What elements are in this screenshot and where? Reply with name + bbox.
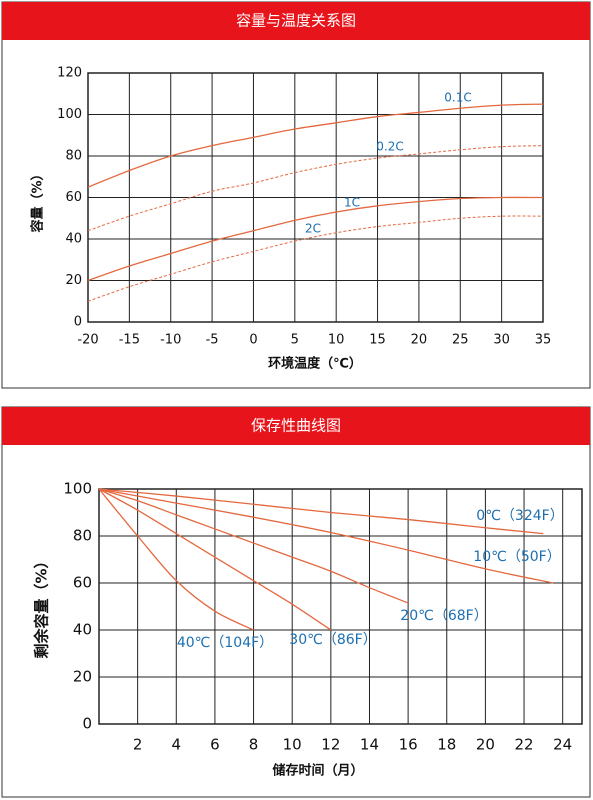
- x-tick-label: 30: [493, 333, 510, 348]
- x-tick-label: -5: [206, 333, 219, 348]
- series-label: 0.2C: [376, 140, 403, 154]
- chart-title: 保存性曲线图: [251, 417, 341, 435]
- series-label: 0℃（324F）: [476, 508, 563, 524]
- x-axis-label: 储存时间（月）: [271, 763, 363, 779]
- data-line: [98, 488, 554, 584]
- y-tick-label: 40: [65, 232, 82, 247]
- y-tick-label: 0: [74, 315, 82, 330]
- series-label: 10℃（50F）: [473, 549, 560, 565]
- y-tick-label: 20: [65, 273, 82, 288]
- y-tick-label: 60: [73, 574, 92, 592]
- x-tick-label: 20: [476, 736, 495, 754]
- series-label: 1C: [344, 196, 360, 210]
- x-tick-label: 10: [328, 333, 345, 348]
- y-tick-label: 100: [57, 107, 82, 122]
- data-line: [87, 145, 544, 232]
- x-tick-label: 10: [283, 736, 302, 754]
- y-axis-label: 容量（%）: [30, 167, 46, 233]
- x-tick-label: 22: [514, 736, 533, 754]
- x-tick-label: 15: [369, 333, 386, 348]
- series-label: 30℃（86F）: [289, 632, 376, 648]
- y-tick-label: 20: [73, 668, 92, 686]
- data-line: [98, 488, 332, 631]
- x-tick-label: 6: [210, 736, 220, 754]
- panel-header: [2, 407, 590, 445]
- data-line: [87, 103, 544, 188]
- y-tick-label: 80: [65, 149, 82, 164]
- x-tick-label: -10: [160, 333, 181, 348]
- x-tick-label: 0: [249, 333, 257, 348]
- chart-title: 容量与温度关系图: [236, 12, 356, 30]
- data-line: [98, 488, 254, 631]
- panel-header: [2, 2, 590, 40]
- data-line: [87, 215, 544, 302]
- x-tick-label: 8: [249, 736, 259, 754]
- x-tick-label: 16: [399, 736, 418, 754]
- series-label: 0.1C: [444, 91, 471, 105]
- data-line: [98, 488, 544, 535]
- x-tick-label: -15: [119, 333, 140, 348]
- series-label: 20℃（68F）: [400, 608, 487, 624]
- data-line: [87, 196, 544, 282]
- x-tick-label: -20: [77, 333, 98, 348]
- y-tick-label: 80: [73, 527, 92, 545]
- x-tick-label: 25: [452, 333, 469, 348]
- y-tick-label: 0: [82, 715, 92, 733]
- y-tick-label: 40: [73, 621, 92, 639]
- x-tick-label: 12: [321, 736, 340, 754]
- plot-frame: [98, 488, 583, 725]
- series-label: 2C: [305, 222, 321, 236]
- x-tick-label: 2: [133, 736, 143, 754]
- x-tick-label: 18: [437, 736, 456, 754]
- series-label: 40℃（104F）: [177, 635, 273, 651]
- data-line: [98, 488, 409, 604]
- x-tick-label: 5: [291, 333, 299, 348]
- x-tick-label: 24: [553, 736, 572, 754]
- x-tick-label: 35: [535, 333, 552, 348]
- y-tick-label: 60: [65, 190, 82, 205]
- y-tick-label: 120: [57, 66, 82, 81]
- y-tick-label: 100: [63, 480, 92, 498]
- x-axis-label: 环境温度（℃）: [268, 356, 362, 372]
- x-tick-label: 4: [172, 736, 182, 754]
- x-tick-label: 20: [411, 333, 428, 348]
- x-tick-label: 14: [360, 736, 379, 754]
- y-axis-label: 剩余容量（%）: [33, 553, 51, 658]
